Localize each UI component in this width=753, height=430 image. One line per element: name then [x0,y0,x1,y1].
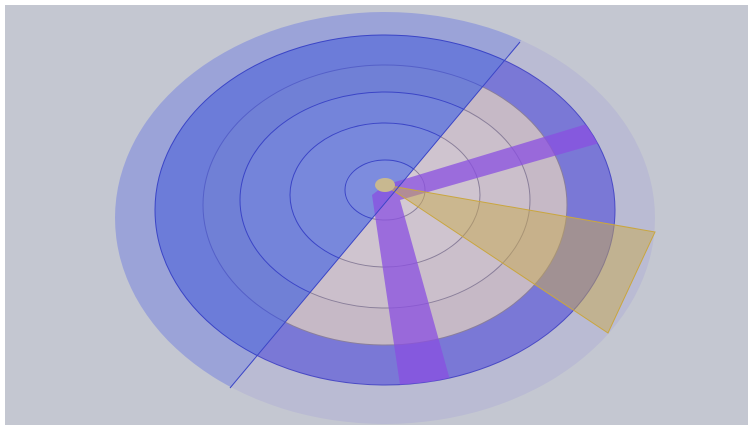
hub [375,178,395,192]
yellow-wedge [384,184,656,334]
divider [229,41,521,389]
